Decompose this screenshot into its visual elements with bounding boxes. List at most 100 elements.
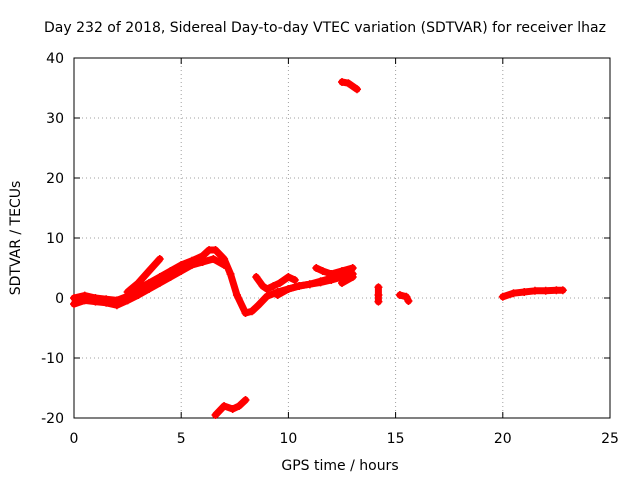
y-tick-label: 10	[46, 231, 64, 247]
data-point	[509, 289, 518, 298]
data-point	[220, 402, 229, 410]
y-tick-labels: -20 -10 0 10 20 30 40	[41, 51, 64, 427]
data-point	[247, 307, 256, 316]
series-track-h	[338, 78, 362, 94]
data-point	[211, 246, 220, 254]
data-point	[344, 79, 353, 88]
data-point	[187, 261, 196, 269]
data-point	[541, 286, 550, 295]
data-point	[295, 282, 304, 290]
x-tick-label: 15	[387, 431, 405, 447]
data-point	[318, 267, 327, 275]
data-point	[220, 261, 229, 269]
series-track-g	[338, 273, 357, 287]
y-axis-label: SDTVAR / TECUs	[8, 181, 24, 296]
data-point	[338, 78, 346, 86]
data-point	[284, 273, 293, 281]
x-tick-label: 20	[494, 431, 512, 447]
data-point	[145, 285, 154, 293]
series-track-k	[395, 291, 413, 305]
series-track	[124, 255, 164, 296]
series-track-d	[252, 273, 299, 293]
data-point	[241, 396, 250, 404]
data-point	[123, 288, 132, 296]
series-track-l	[498, 286, 567, 301]
data-point	[374, 283, 383, 292]
x-tick-label: 0	[70, 431, 79, 447]
series-track-e	[273, 274, 336, 299]
data-point	[262, 292, 271, 301]
data-point	[404, 297, 413, 305]
data-point	[123, 296, 132, 305]
data-point	[155, 255, 164, 263]
data-point	[269, 282, 278, 290]
data-point	[80, 296, 89, 305]
data-point	[252, 273, 261, 281]
data-point	[91, 297, 100, 306]
chart-title: Day 232 of 2018, Sidereal Day-to-day VTE…	[44, 20, 606, 36]
y-tick-label: -20	[41, 411, 64, 427]
y-tick-label: 30	[46, 111, 64, 127]
data-point	[155, 279, 164, 287]
y-tick-label: 0	[55, 291, 64, 307]
data-point	[395, 291, 404, 299]
x-tick-labels: 0 5 10 15 20 25	[70, 431, 619, 447]
data-point	[228, 405, 237, 413]
data-point	[166, 273, 175, 281]
data-point	[275, 279, 284, 287]
data-point	[348, 264, 357, 272]
data-point	[254, 301, 263, 310]
data-point	[262, 285, 271, 293]
data-point	[558, 286, 567, 295]
x-tick-label: 10	[279, 431, 297, 447]
data-point	[226, 270, 235, 278]
data-point	[316, 277, 325, 286]
data-point	[209, 255, 218, 263]
data-point	[327, 270, 336, 278]
data-point	[102, 298, 111, 307]
grid-lines	[74, 58, 610, 418]
data-point	[70, 300, 78, 308]
data-point	[258, 282, 267, 290]
x-tick-label: 25	[601, 431, 619, 447]
data-point	[348, 273, 357, 281]
series-track-f	[312, 264, 357, 278]
series-track-i	[211, 396, 250, 419]
data-point	[498, 292, 507, 301]
data-point	[338, 279, 346, 287]
data-point	[112, 301, 121, 310]
y-tick-label: 40	[46, 51, 64, 67]
data-point	[290, 276, 299, 284]
axis-ticks	[73, 57, 611, 419]
y-tick-label: -10	[41, 351, 64, 367]
data-point	[232, 291, 241, 299]
data-point	[134, 291, 143, 299]
x-tick-label: 5	[177, 431, 186, 447]
data-point	[338, 267, 346, 275]
data-point	[273, 291, 282, 299]
data-point	[145, 267, 154, 275]
data-point	[241, 309, 250, 317]
data-series	[70, 78, 567, 419]
data-point	[284, 285, 293, 293]
data-point	[305, 280, 314, 289]
series-track-c	[123, 255, 164, 296]
data-point	[520, 288, 529, 296]
data-point	[177, 267, 186, 275]
x-axis-label: GPS time / hours	[281, 458, 398, 474]
data-point	[530, 286, 539, 295]
data-point	[353, 85, 362, 94]
series-track-j	[374, 283, 383, 306]
series-track	[212, 396, 249, 419]
data-point	[312, 264, 321, 272]
data-point	[134, 279, 143, 287]
series-track	[396, 291, 412, 305]
series-track-b	[70, 255, 229, 310]
y-tick-label: 20	[46, 171, 64, 187]
data-point	[235, 402, 244, 410]
series-track	[338, 273, 357, 287]
data-point	[198, 258, 207, 266]
data-point	[402, 292, 411, 301]
data-point	[211, 411, 220, 419]
